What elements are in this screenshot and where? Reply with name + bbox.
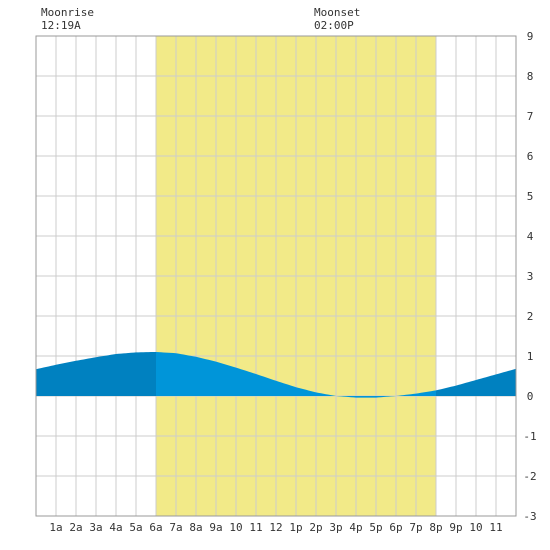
x-tick-label: 6p — [389, 521, 402, 534]
x-tick-label: 5a — [129, 521, 142, 534]
x-tick-label: 9p — [449, 521, 462, 534]
x-tick-label: 2a — [69, 521, 82, 534]
x-tick-label: 11 — [489, 521, 502, 534]
y-tick-label: -1 — [523, 430, 536, 443]
x-tick-label: 1p — [289, 521, 302, 534]
moonrise-label: Moonrise 12:19A — [41, 6, 94, 32]
y-tick-label: 1 — [527, 350, 534, 363]
x-tick-label: 8p — [429, 521, 442, 534]
y-tick-label: 0 — [527, 390, 534, 403]
y-tick-label: 3 — [527, 270, 534, 283]
x-tick-label: 6a — [149, 521, 162, 534]
x-tick-label: 11 — [249, 521, 262, 534]
x-tick-label: 2p — [309, 521, 322, 534]
y-tick-label: -2 — [523, 470, 536, 483]
moonset-title: Moonset — [314, 6, 361, 19]
moonset-time: 02:00P — [314, 19, 354, 32]
x-tick-label: 3p — [329, 521, 342, 534]
tide-area-night-early — [36, 352, 156, 396]
y-tick-label: 9 — [527, 30, 534, 43]
x-tick-label: 3a — [89, 521, 102, 534]
plot-border — [35, 35, 517, 517]
y-tick-label: 8 — [527, 70, 534, 83]
x-tick-label: 5p — [369, 521, 382, 534]
x-tick-label: 9a — [209, 521, 222, 534]
y-tick-label: 5 — [527, 190, 534, 203]
x-tick-label: 1a — [49, 521, 62, 534]
tide-area-night-late — [436, 368, 516, 396]
y-tick-label: 7 — [527, 110, 534, 123]
tide-area-day — [156, 352, 436, 398]
x-tick-label: 7a — [169, 521, 182, 534]
x-tick-label: 4p — [349, 521, 362, 534]
moonset-label: Moonset 02:00P — [314, 6, 360, 32]
y-tick-label: 4 — [527, 230, 534, 243]
x-tick-label: 4a — [109, 521, 122, 534]
y-tick-label: 6 — [527, 150, 534, 163]
x-tick-label: 12 — [269, 521, 282, 534]
x-tick-label: 7p — [409, 521, 422, 534]
moonrise-time: 12:19A — [41, 19, 81, 32]
y-tick-label: 2 — [527, 310, 534, 323]
x-tick-label: 10 — [229, 521, 242, 534]
x-tick-label: 8a — [189, 521, 202, 534]
x-tick-label: 10 — [469, 521, 482, 534]
y-tick-label: -3 — [523, 510, 536, 523]
moonrise-title: Moonrise — [41, 6, 94, 19]
